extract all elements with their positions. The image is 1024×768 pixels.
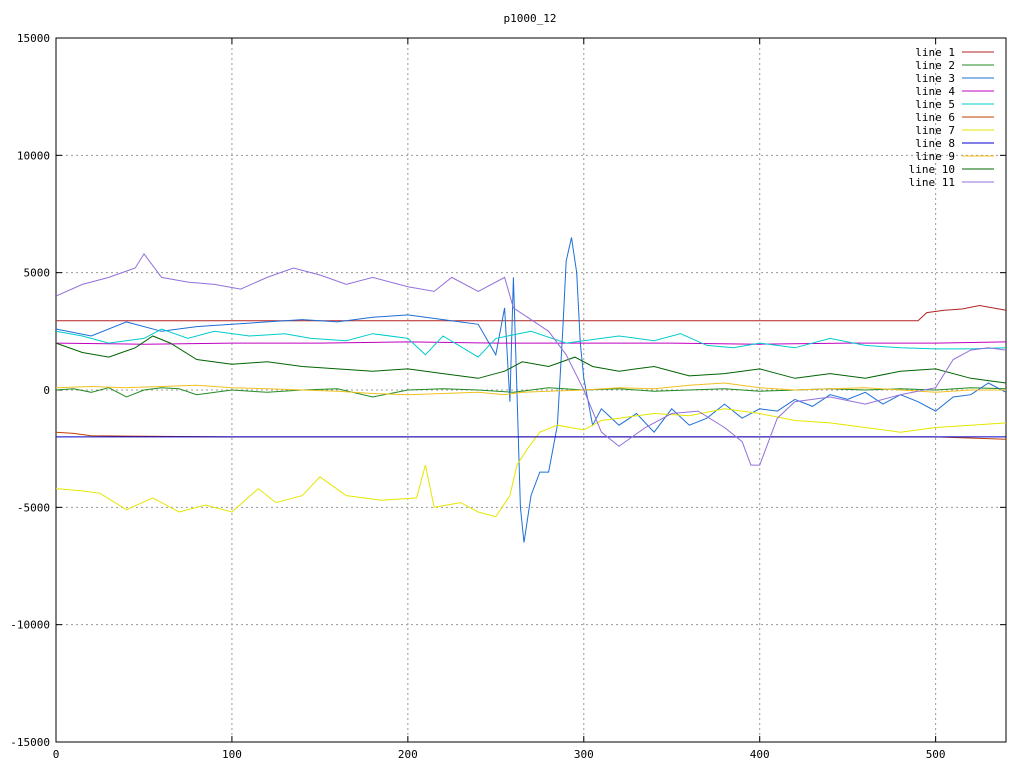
series-line-11: [55, 253, 1007, 466]
legend-label-9: line 9: [915, 150, 955, 163]
series-line-3: [55, 237, 1007, 543]
y-tick-label: -5000: [17, 501, 50, 514]
series-line-5: [55, 328, 1007, 358]
series-line-1: [56, 304, 1007, 322]
y-tick-label: -10000: [10, 619, 50, 632]
series-line-6: [55, 431, 1007, 440]
legend-label-8: line 8: [915, 137, 955, 150]
x-axis: 0 100 200 300 400 500: [53, 38, 946, 761]
legend-label-1: line 1: [915, 46, 955, 59]
legend-label-11: line 11: [909, 176, 955, 189]
x-tick-label: 100: [222, 748, 242, 761]
x-tick-label: 400: [750, 748, 770, 761]
legend-label-5: line 5: [915, 98, 955, 111]
x-tick-label: 300: [574, 748, 594, 761]
grid: [56, 38, 1006, 742]
legend-label-3: line 3: [915, 72, 955, 85]
legend-label-2: line 2: [915, 59, 955, 72]
x-tick-label: 200: [398, 748, 418, 761]
series-line-10: [55, 335, 1007, 384]
y-tick-label: 10000: [17, 149, 50, 162]
legend-label-7: line 7: [915, 124, 955, 137]
series-line-4: [55, 341, 1007, 345]
x-tick-label: 500: [926, 748, 946, 761]
series-layer: [55, 237, 1007, 543]
y-tick-label: -15000: [10, 736, 50, 749]
y-axis: -15000 -10000 -5000 0 5000 10000 15000: [10, 32, 1006, 749]
y-tick-label: 0: [43, 384, 50, 397]
legend-label-4: line 4: [915, 85, 955, 98]
y-tick-label: 5000: [24, 267, 51, 280]
y-tick-label: 15000: [17, 32, 50, 45]
series-line-7: [55, 408, 1007, 518]
series-line-9: [55, 382, 1006, 396]
legend-label-10: line 10: [909, 163, 955, 176]
legend-label-6: line 6: [915, 111, 955, 124]
x-tick-label: 0: [53, 748, 60, 761]
chart-title: p1000_12: [504, 12, 557, 25]
